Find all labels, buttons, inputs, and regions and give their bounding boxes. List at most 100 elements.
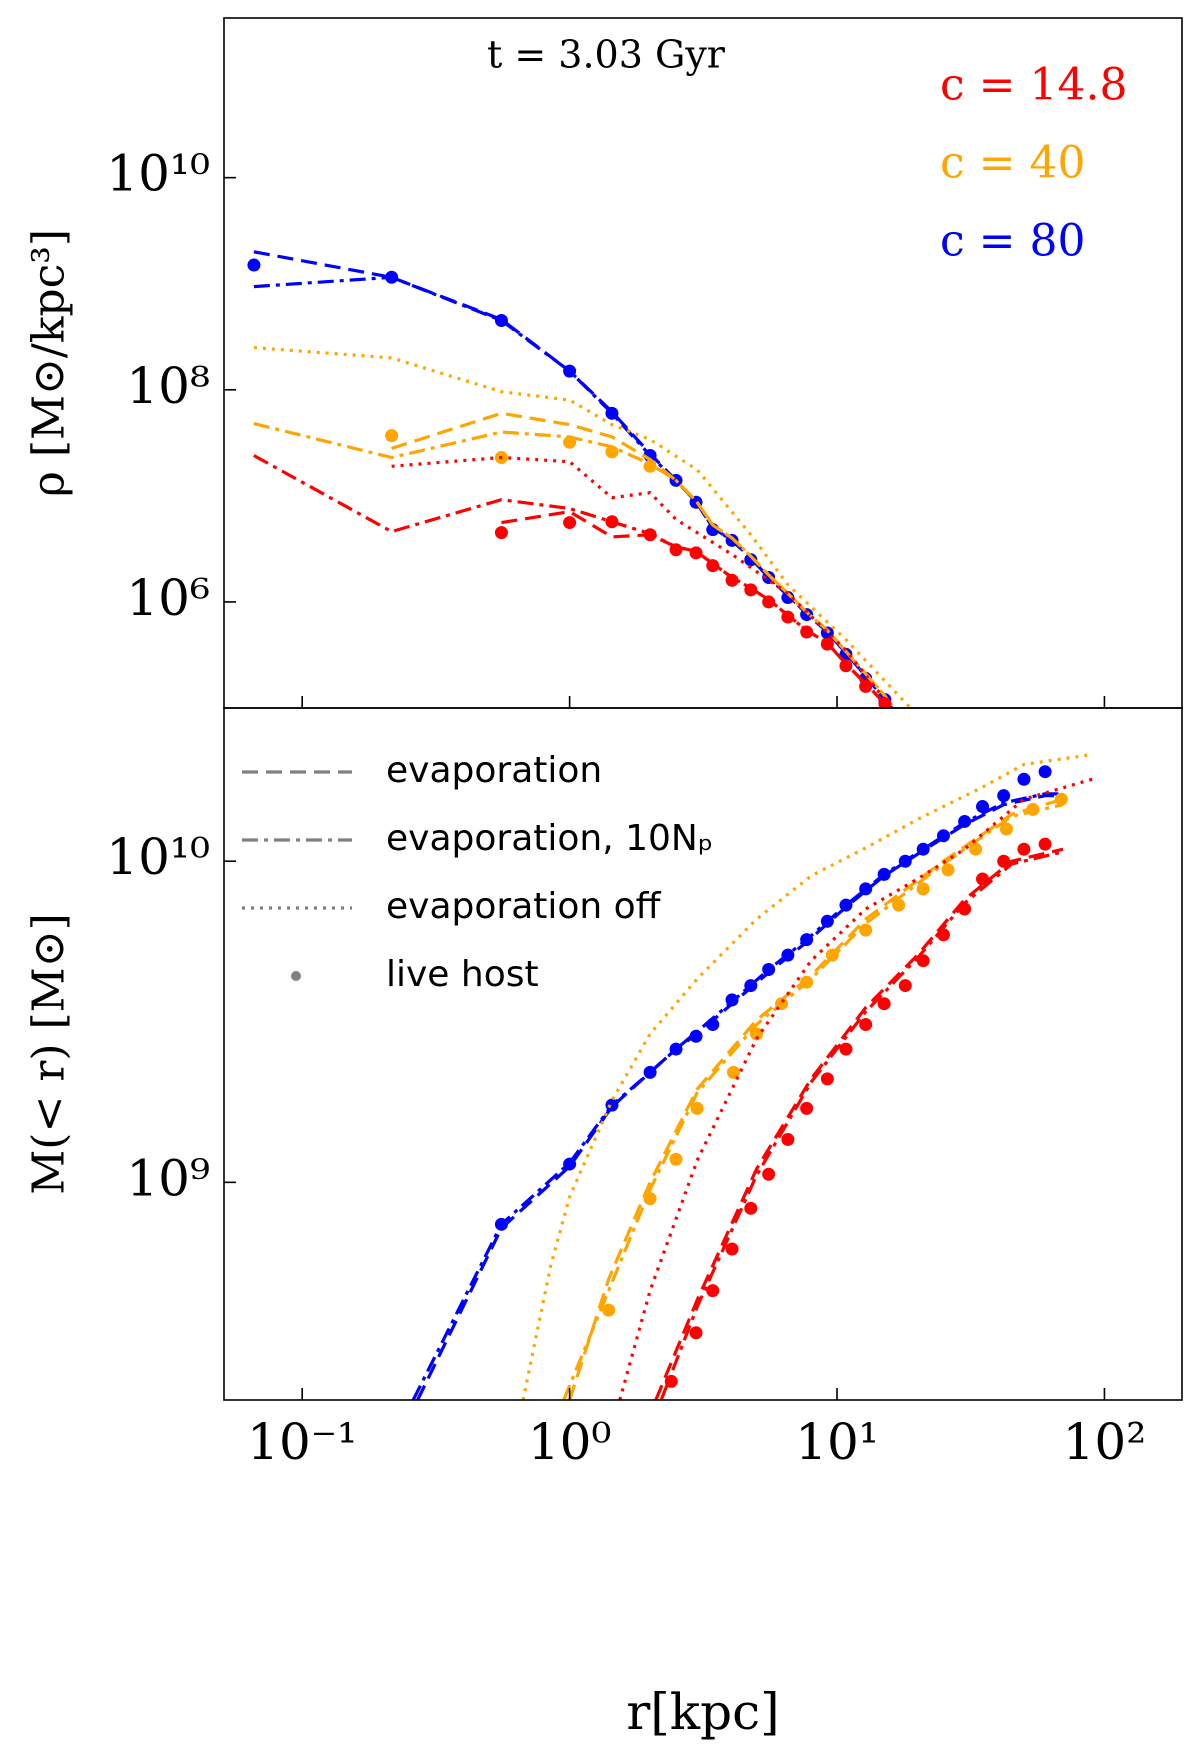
data-point bbox=[744, 1201, 758, 1215]
data-point bbox=[859, 923, 873, 937]
data-line bbox=[654, 847, 1064, 1400]
data-point bbox=[706, 1018, 720, 1032]
data-point bbox=[898, 854, 912, 868]
data-point bbox=[839, 659, 853, 673]
annotation: c = 40 bbox=[940, 138, 1085, 189]
data-point bbox=[726, 1065, 740, 1079]
data-point bbox=[669, 543, 683, 557]
x-tick-label: 10² bbox=[1063, 1413, 1147, 1471]
y-tick-label: 10⁹ bbox=[126, 1149, 210, 1207]
data-point bbox=[563, 364, 577, 378]
data-point bbox=[877, 997, 891, 1011]
data-point bbox=[800, 975, 814, 989]
data-point bbox=[781, 948, 795, 962]
data-point bbox=[643, 1192, 657, 1206]
data-point bbox=[976, 872, 990, 886]
data-point bbox=[820, 1072, 834, 1086]
x-tick-label: 10⁻¹ bbox=[247, 1413, 357, 1471]
data-point bbox=[605, 1098, 619, 1112]
data-point bbox=[689, 1326, 703, 1340]
data-line bbox=[253, 275, 894, 708]
data-point bbox=[800, 608, 814, 622]
data-point bbox=[936, 829, 950, 843]
data-point bbox=[1054, 792, 1068, 806]
data-point bbox=[744, 979, 758, 993]
data-point bbox=[859, 1018, 873, 1032]
data-point bbox=[941, 863, 955, 877]
legend-label: evaporation, 10Nₚ bbox=[386, 818, 713, 859]
data-point bbox=[800, 625, 814, 639]
annotation: c = 80 bbox=[940, 216, 1085, 267]
data-point bbox=[725, 573, 739, 587]
data-point bbox=[643, 459, 657, 473]
data-point bbox=[744, 583, 758, 597]
data-point bbox=[690, 1101, 704, 1115]
data-point bbox=[976, 800, 990, 814]
x-tick-label: 10⁰ bbox=[528, 1413, 612, 1471]
data-point bbox=[689, 546, 703, 560]
data-point bbox=[605, 406, 619, 420]
data-line bbox=[659, 850, 1064, 1400]
data-point bbox=[725, 1242, 739, 1256]
data-point bbox=[958, 814, 972, 828]
plot-area bbox=[411, 752, 1093, 1400]
data-line bbox=[253, 250, 894, 708]
data-point bbox=[999, 822, 1013, 836]
time-label: t = 3.03 Gyr bbox=[487, 33, 726, 77]
y-axis-label: ρ [M⊙/kpc³] bbox=[24, 229, 75, 497]
data-point bbox=[878, 697, 892, 708]
x-axis-label: r[kpc] bbox=[626, 1683, 779, 1741]
data-point bbox=[643, 1065, 657, 1079]
data-point bbox=[750, 1027, 764, 1041]
data-point bbox=[859, 679, 873, 693]
legend-label: evaporation bbox=[386, 750, 602, 791]
y-tick-label: 10¹⁰ bbox=[106, 145, 210, 203]
y-tick-label: 10⁸ bbox=[126, 357, 210, 415]
data-line bbox=[618, 777, 1093, 1400]
data-point bbox=[385, 429, 399, 443]
data-point bbox=[892, 898, 906, 912]
data-point bbox=[916, 882, 930, 896]
data-point bbox=[664, 1374, 678, 1388]
data-point bbox=[494, 314, 508, 328]
data-point bbox=[1017, 842, 1031, 856]
data-point bbox=[820, 637, 834, 651]
data-point bbox=[762, 1167, 776, 1181]
data-point bbox=[725, 993, 739, 1007]
data-point bbox=[669, 1152, 683, 1166]
data-point bbox=[781, 591, 795, 605]
data-point bbox=[820, 914, 834, 928]
data-point bbox=[706, 559, 720, 573]
data-point bbox=[800, 1101, 814, 1115]
data-point bbox=[689, 1029, 703, 1043]
data-point bbox=[494, 526, 508, 540]
legend-label: live host bbox=[386, 954, 539, 995]
data-point bbox=[936, 928, 950, 942]
data-point bbox=[605, 515, 619, 529]
data-point bbox=[898, 979, 912, 993]
data-point bbox=[877, 867, 891, 881]
data-line bbox=[411, 792, 1063, 1400]
data-point bbox=[916, 842, 930, 856]
data-line bbox=[253, 454, 891, 708]
data-point bbox=[563, 516, 577, 530]
data-point bbox=[958, 902, 972, 916]
data-line bbox=[521, 752, 1093, 1400]
annotation: c = 14.8 bbox=[940, 60, 1127, 111]
legend-label: evaporation off bbox=[386, 886, 662, 927]
x-tick-label: 10¹ bbox=[795, 1413, 879, 1471]
data-point bbox=[563, 1157, 577, 1171]
data-point bbox=[997, 789, 1011, 803]
legend-marker bbox=[291, 971, 301, 981]
plot-area bbox=[247, 250, 913, 708]
data-line bbox=[391, 411, 896, 708]
data-point bbox=[839, 898, 853, 912]
data-point bbox=[605, 445, 619, 459]
data-point bbox=[247, 258, 261, 272]
data-point bbox=[744, 553, 758, 567]
data-point bbox=[1026, 802, 1040, 816]
data-point bbox=[800, 933, 814, 947]
data-point bbox=[669, 1042, 683, 1056]
data-point bbox=[839, 1042, 853, 1056]
